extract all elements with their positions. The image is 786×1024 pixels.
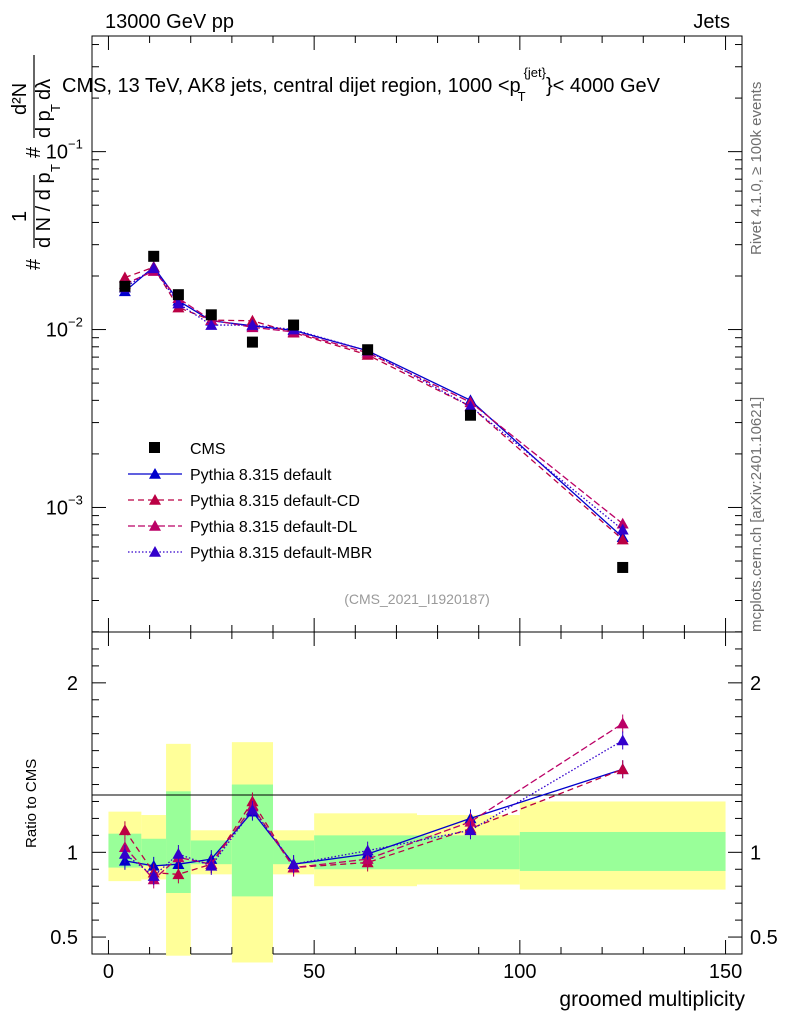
svg-text:d N / d p: d N / d p	[33, 172, 55, 248]
cms-point	[362, 344, 374, 356]
cms-point	[288, 319, 300, 331]
x-tick-label: 50	[303, 961, 325, 983]
chart-title: CMS, 13 TeV, AK8 jets, central dijet reg…	[62, 65, 661, 104]
legend-cms-marker	[149, 442, 160, 453]
ratio-y-tick-label: 1	[67, 842, 78, 864]
series-point-main	[118, 271, 131, 283]
band-inner-7	[417, 835, 520, 870]
mc-series	[118, 260, 629, 889]
legend-marker-1	[149, 494, 161, 505]
series-point-main	[246, 319, 259, 330]
main-y-tick-label: 10	[46, 497, 68, 519]
analysis-tag: (CMS_2021_I1920187)	[344, 591, 490, 607]
series-point-ratio	[147, 870, 160, 881]
x-tick-label: 0	[103, 961, 114, 983]
series-point-ratio	[616, 734, 629, 746]
series-line-main	[124, 270, 624, 525]
cms-point	[172, 289, 184, 301]
cms-point	[464, 409, 476, 421]
legend-label-0: Pythia 8.315 default	[190, 467, 332, 484]
x-tick-label: 100	[503, 961, 536, 983]
legend-cms-label: CMS	[190, 441, 226, 458]
series-point-ratio	[172, 848, 185, 859]
main-y-tick-exponent: −2	[68, 315, 83, 330]
ratio-y-tick-label-right: 1	[750, 842, 761, 864]
legend-marker-2	[149, 520, 161, 531]
x-tick-label: 150	[709, 961, 742, 983]
cms-data-points	[119, 250, 629, 573]
title-end: }< 4000 GeV	[546, 75, 661, 97]
band-inner-8	[519, 831, 726, 871]
legend-marker-3	[149, 546, 161, 557]
legend-label-3: Pythia 8.315 default-MBR	[190, 545, 372, 562]
series-0	[118, 260, 629, 875]
series-point-ratio	[246, 803, 259, 815]
ratio-y-tick-label-right: 0.5	[750, 927, 778, 949]
cms-point	[148, 250, 160, 262]
series-point-main	[147, 262, 160, 274]
side-label-top: Rivet 4.1.0, ≥ 100k events	[748, 82, 765, 255]
series-point-ratio	[361, 844, 374, 856]
legend-label-2: Pythia 8.315 default-DL	[190, 519, 357, 536]
cms-point	[119, 280, 131, 292]
main-y-tick-exponent: −1	[68, 137, 83, 152]
series-point-ratio	[616, 717, 629, 729]
series-point-main	[464, 400, 477, 412]
legend-label-1: Pythia 8.315 default-CD	[190, 493, 360, 510]
series-point-main	[616, 517, 629, 529]
svg-text:d²N: d²N	[9, 83, 31, 115]
x-axis-label: groomed multiplicity	[559, 988, 745, 1011]
svg-text:T: T	[48, 164, 63, 172]
series-point-ratio	[287, 858, 300, 869]
title-sub: T	[518, 89, 526, 104]
cms-point	[246, 336, 258, 348]
main-panel-frame	[91, 35, 743, 633]
main-y-label: # 1 d N / d p T # d²N d p T dλ	[9, 55, 63, 270]
ratio-panel-frame	[91, 631, 743, 955]
series-point-main	[616, 523, 629, 535]
main-y-tick-label: 10	[46, 320, 68, 342]
svg-text:dλ: dλ	[33, 79, 55, 100]
series-point-ratio	[464, 815, 477, 827]
series-point-main	[172, 297, 185, 309]
series-point-main	[616, 533, 629, 545]
header-left: 13000 GeV pp	[105, 11, 234, 33]
cms-point	[205, 309, 217, 321]
header-right: Jets	[693, 11, 730, 33]
svg-text:#: #	[23, 146, 45, 158]
svg-text:1: 1	[9, 211, 31, 222]
svg-text:#: #	[23, 258, 45, 270]
series-point-main	[205, 319, 218, 330]
cms-point	[617, 561, 629, 573]
legend-marker-0	[149, 468, 161, 479]
side-label-bottom: mcplots.cern.ch [arXiv:2401.10621]	[748, 397, 765, 632]
series-point-ratio	[464, 824, 477, 836]
main-y-tick-label: 10	[46, 142, 68, 164]
band-inner-5	[273, 840, 315, 865]
series-point-ratio	[205, 859, 218, 871]
series-point-ratio	[616, 763, 629, 775]
ratio-y-tick-label: 2	[67, 673, 78, 695]
series-point-ratio	[118, 848, 131, 859]
series-line-main	[124, 267, 624, 531]
legend: CMS Pythia 8.315 default Pythia 8.315 def…	[128, 441, 372, 562]
series-point-ratio	[172, 868, 185, 880]
ratio-y-label: Ratio to CMS	[23, 759, 40, 848]
ratio-y-tick-label: 0.5	[50, 927, 78, 949]
series-point-ratio	[118, 824, 131, 836]
title-super: {jet}	[524, 65, 547, 80]
svg-text:T: T	[48, 104, 63, 112]
svg-text:d p: d p	[33, 110, 55, 138]
ratio-y-tick-label-right: 2	[750, 673, 761, 695]
main-y-tick-exponent: −3	[68, 492, 83, 507]
ratio-uncertainty-bands	[108, 742, 726, 963]
